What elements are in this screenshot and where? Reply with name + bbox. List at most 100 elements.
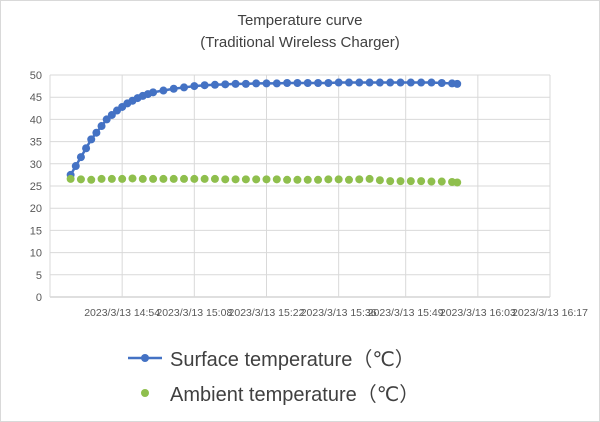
data-point-1 (149, 174, 158, 183)
x-tick-label: 2023/3/13 16:03 (440, 307, 516, 319)
legend-swatch-surface (128, 348, 162, 368)
data-point-0 (241, 79, 250, 88)
y-tick-label: 45 (30, 92, 42, 104)
data-point-1 (262, 175, 271, 184)
data-point-1 (375, 176, 384, 185)
data-point-0 (293, 78, 302, 87)
y-tick-labels: 0 5 10 15 20 25 30 35 40 45 50 (30, 70, 42, 304)
legend-label-surface: Surface temperature（℃） (170, 349, 415, 371)
data-point-0 (314, 78, 323, 87)
data-point-0 (344, 78, 353, 87)
data-point-1 (344, 175, 353, 184)
data-point-1 (314, 175, 323, 184)
data-point-1 (437, 177, 446, 186)
data-point-1 (221, 175, 230, 184)
x-tick-label: 2023/3/13 15:36 (301, 307, 377, 319)
data-point-0 (200, 81, 209, 90)
data-point-0 (272, 79, 281, 88)
x-tick-label: 2023/3/13 16:17 (512, 307, 588, 319)
data-point-1 (169, 174, 178, 183)
y-tick-label: 0 (36, 292, 42, 304)
data-point-0 (231, 79, 240, 88)
data-point-0 (453, 79, 462, 88)
data-point-1 (210, 174, 219, 183)
data-point-1 (200, 174, 209, 183)
data-point-0 (71, 162, 80, 171)
y-tick-label: 40 (30, 114, 42, 126)
data-point-1 (272, 175, 281, 184)
data-point-1 (324, 175, 333, 184)
data-point-1 (107, 174, 116, 183)
data-point-0 (406, 78, 415, 87)
data-point-0 (386, 78, 395, 87)
data-point-1 (180, 174, 189, 183)
y-tick-label: 20 (30, 203, 42, 215)
data-point-1 (159, 174, 168, 183)
series-lines (69, 81, 458, 176)
data-point-0 (437, 78, 446, 87)
legend-swatch-ambient (128, 383, 162, 403)
gridlines (49, 74, 551, 298)
data-point-0 (355, 78, 364, 87)
data-point-1 (118, 174, 127, 183)
data-point-0 (76, 153, 85, 162)
x-tick-label: 2023/3/13 15:49 (368, 307, 444, 319)
data-point-0 (210, 80, 219, 89)
data-point-0 (92, 128, 101, 137)
y-tick-label: 30 (30, 159, 42, 171)
y-tick-label: 25 (30, 181, 42, 193)
legend-label-ambient: Ambient temperature（℃） (170, 384, 420, 406)
data-point-1 (66, 174, 75, 183)
data-point-1 (396, 177, 405, 186)
data-point-0 (375, 78, 384, 87)
data-point-0 (87, 135, 96, 144)
data-point-0 (180, 83, 189, 92)
data-point-0 (303, 78, 312, 87)
data-point-1 (252, 175, 261, 184)
data-point-1 (453, 178, 462, 187)
data-point-1 (128, 174, 137, 183)
data-point-1 (190, 174, 199, 183)
x-tick-label: 2023/3/13 14:54 (84, 307, 160, 319)
y-tick-label: 10 (30, 248, 42, 260)
legend-item-surface: Surface temperature（℃） (128, 343, 415, 372)
data-point-1 (427, 177, 436, 186)
data-point-1 (76, 175, 85, 184)
y-tick-label: 35 (30, 137, 42, 149)
y-tick-label: 15 (30, 225, 42, 237)
data-point-0 (169, 84, 178, 93)
data-point-0 (82, 144, 91, 153)
data-point-0 (283, 78, 292, 87)
data-point-1 (231, 175, 240, 184)
data-point-1 (303, 175, 312, 184)
series-line-0 (69, 81, 458, 176)
data-point-1 (138, 174, 147, 183)
data-point-0 (190, 82, 199, 91)
x-tick-label: 2023/3/13 15:08 (156, 307, 232, 319)
data-point-1 (417, 177, 426, 186)
data-point-1 (97, 174, 106, 183)
y-tick-label: 50 (30, 70, 42, 82)
data-point-1 (355, 175, 364, 184)
data-point-1 (365, 174, 374, 183)
data-point-1 (283, 175, 292, 184)
data-point-1 (386, 177, 395, 186)
data-point-0 (324, 78, 333, 87)
data-point-0 (149, 88, 158, 97)
data-point-0 (159, 86, 168, 95)
data-point-0 (221, 80, 230, 89)
legend-item-ambient: Ambient temperature（℃） (128, 378, 419, 407)
data-point-0 (365, 78, 374, 87)
data-point-1 (334, 175, 343, 184)
data-point-1 (293, 175, 302, 184)
x-tick-label: 2023/3/13 15:22 (229, 307, 305, 319)
data-point-1 (406, 177, 415, 186)
series-points (66, 78, 462, 187)
data-point-0 (417, 78, 426, 87)
data-point-0 (252, 79, 261, 88)
data-point-1 (87, 175, 96, 184)
data-point-0 (396, 78, 405, 87)
